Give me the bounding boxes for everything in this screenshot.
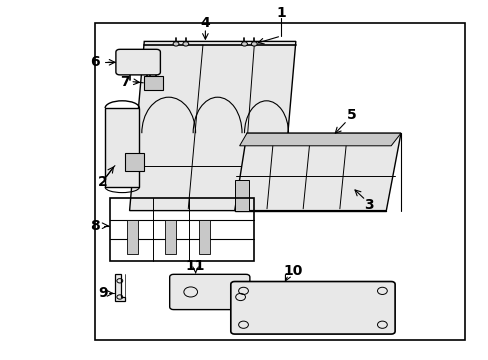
Text: 7: 7 xyxy=(120,75,129,89)
Bar xyxy=(95,23,464,340)
Text: 9: 9 xyxy=(98,287,107,300)
Bar xyxy=(110,198,254,261)
Polygon shape xyxy=(234,180,249,211)
Bar xyxy=(199,220,210,254)
Circle shape xyxy=(241,42,247,46)
Text: 10: 10 xyxy=(283,264,303,278)
Circle shape xyxy=(251,42,257,46)
Text: 4: 4 xyxy=(200,17,210,30)
FancyBboxPatch shape xyxy=(116,49,160,75)
Text: 6: 6 xyxy=(90,55,100,69)
Polygon shape xyxy=(239,133,400,146)
Text: 5: 5 xyxy=(346,108,356,122)
FancyBboxPatch shape xyxy=(230,282,394,334)
Polygon shape xyxy=(115,274,124,301)
Polygon shape xyxy=(129,41,295,211)
Circle shape xyxy=(183,42,188,46)
Bar xyxy=(164,220,175,254)
Bar xyxy=(144,76,163,90)
Text: 11: 11 xyxy=(185,259,205,273)
FancyBboxPatch shape xyxy=(169,274,249,310)
Polygon shape xyxy=(105,108,139,187)
Polygon shape xyxy=(234,133,400,211)
Text: 2: 2 xyxy=(98,175,107,189)
Circle shape xyxy=(173,42,179,46)
Text: 3: 3 xyxy=(364,198,373,212)
Bar xyxy=(127,220,138,254)
Text: 1: 1 xyxy=(276,6,285,19)
Text: 8: 8 xyxy=(90,219,100,233)
Polygon shape xyxy=(124,153,144,171)
